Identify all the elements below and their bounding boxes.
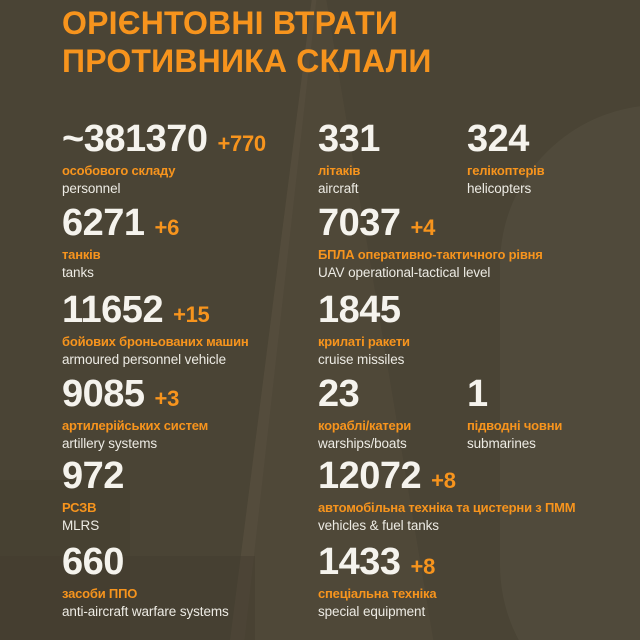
stat-label-uk: автомобільна техніка та цистерни з ПММ — [318, 500, 576, 515]
stat-label-uk: бойових броньованих машин — [62, 334, 249, 349]
stat-label-uk: підводні човни — [467, 418, 563, 433]
stat-label-en: submarines — [467, 436, 536, 451]
stat-label-en: warships/boats — [318, 436, 407, 451]
stat-anti-aircraft: 660 засоби ППО anti-aircraft warfare sys… — [62, 543, 229, 621]
stat-label-en: artillery systems — [62, 436, 158, 451]
stat-label-en: personnel — [62, 181, 121, 196]
stat-label-uk: крилаті ракети — [318, 334, 410, 349]
stat-armoured-vehicles: 11652 +15 бойових броньованих машин armo… — [62, 291, 249, 369]
stat-label-en: MLRS — [62, 518, 100, 533]
stat-delta: +4 — [410, 215, 436, 240]
stat-value: 7037 — [318, 202, 401, 244]
stat-label-uk: БПЛА оперативно-тактичного рівня — [318, 247, 543, 262]
stat-value: 1 — [467, 373, 488, 415]
stat-label-uk: спеціальна техніка — [318, 586, 437, 601]
stat-value: 331 — [318, 118, 380, 160]
stat-label-uk: танків — [62, 247, 101, 262]
stat-label-en: UAV operational-tactical level — [318, 265, 491, 280]
stat-value: 12072 — [318, 455, 422, 497]
stat-label-en: armoured personnel vehicle — [62, 352, 226, 367]
stat-label-uk: особового складу — [62, 163, 176, 178]
stat-label-en: aircraft — [318, 181, 359, 196]
stat-delta: +6 — [154, 215, 180, 240]
stat-tanks: 6271 +6 танків tanks — [62, 204, 179, 282]
stat-warships: 23 кораблі/катери warships/boats — [318, 375, 411, 453]
stat-value: 324 — [467, 118, 529, 160]
stat-label-en: anti-aircraft warfare systems — [62, 604, 229, 619]
stat-label-en: helicopters — [467, 181, 532, 196]
stat-label-uk: засоби ППО — [62, 586, 138, 601]
stat-delta: +15 — [173, 302, 210, 327]
stat-label-en: special equipment — [318, 604, 426, 619]
stat-vehicles-fuel-tanks: 12072 +8 автомобільна техніка та цистерн… — [318, 455, 576, 535]
stat-value: ~381370 — [62, 118, 208, 160]
stat-aircraft: 331 літаків aircraft — [318, 120, 390, 198]
page-title: ОРІЄНТОВНІ ВТРАТИ ПРОТИВНИКА СКЛАЛИ — [62, 4, 432, 80]
stat-value: 11652 — [62, 289, 164, 331]
stat-label-uk: кораблі/катери — [318, 418, 412, 433]
stat-label-en: tanks — [62, 265, 94, 280]
stat-value: 1845 — [318, 289, 401, 331]
page-title-line1: ОРІЄНТОВНІ ВТРАТИ — [62, 5, 399, 41]
stat-submarines: 1 підводні човни submarines — [467, 375, 562, 453]
page-title-line2: ПРОТИВНИКА СКЛАЛИ — [62, 43, 432, 79]
stat-label-en: vehicles & fuel tanks — [318, 518, 439, 533]
stat-special-equipment: 1433 +8 спеціальна техніка special equip… — [318, 541, 437, 621]
stat-label-en: cruise missiles — [318, 352, 405, 367]
stat-value: 972 — [62, 455, 124, 497]
stat-delta: +770 — [217, 131, 267, 156]
stat-uav: 7037 +4 БПЛА оперативно-тактичного рівня… — [318, 204, 543, 282]
stat-value: 9085 — [62, 373, 145, 415]
stat-label-uk: гелікоптерів — [467, 163, 545, 178]
stat-delta: +8 — [410, 554, 436, 579]
stat-label-uk: РСЗВ — [62, 500, 97, 515]
stat-label-uk: літаків — [318, 163, 361, 178]
stat-delta: +3 — [154, 386, 180, 411]
stat-artillery: 9085 +3 артилерійських систем artillery … — [62, 375, 208, 453]
stat-mlrs: 972 РСЗВ MLRS — [62, 457, 134, 535]
stat-helicopters: 324 гелікоптерів helicopters — [467, 118, 545, 198]
stat-cruise-missiles: 1845 крилаті ракети cruise missiles — [318, 291, 411, 369]
stat-value: 660 — [62, 541, 124, 583]
stat-value: 6271 — [62, 202, 145, 244]
stat-delta: +8 — [431, 468, 456, 493]
stat-value: 23 — [318, 373, 360, 415]
stat-personnel: ~381370 +770 особового складу personnel — [62, 120, 266, 198]
stat-value: 1433 — [318, 541, 401, 583]
stat-label-uk: артилерійських систем — [62, 418, 209, 433]
